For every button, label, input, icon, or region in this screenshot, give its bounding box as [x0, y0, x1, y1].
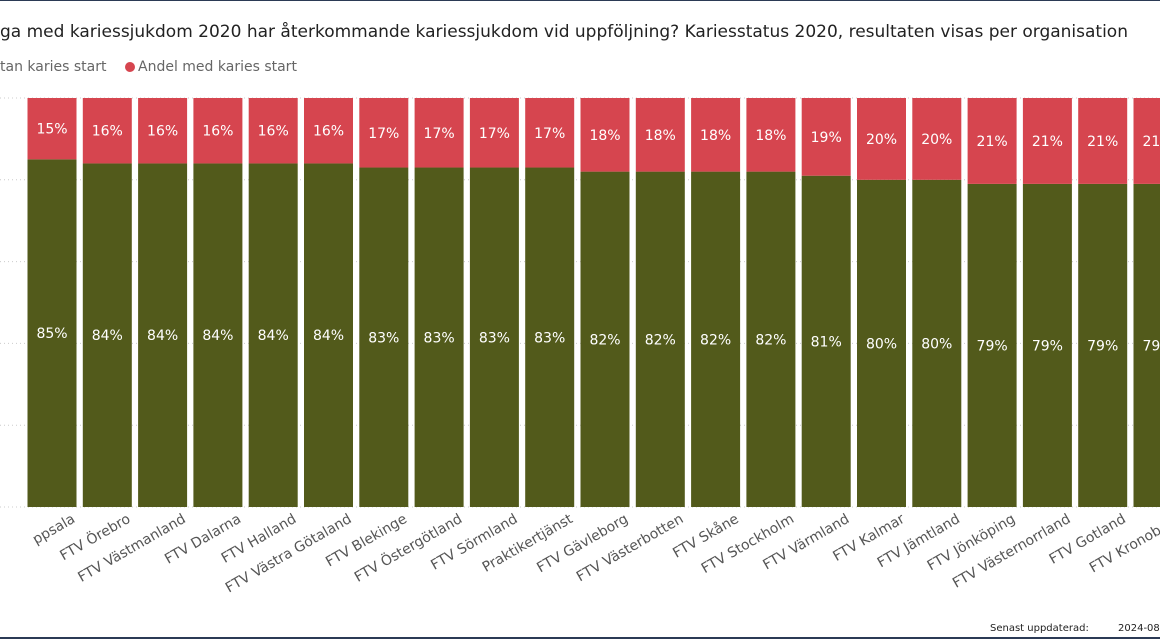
- legend-marker: [125, 62, 135, 72]
- bar-segment: [691, 171, 741, 507]
- bar-segment: [469, 167, 519, 507]
- bar-segment: [967, 98, 1017, 184]
- footer-label: Senast uppdaterad:: [990, 623, 1089, 634]
- data-label: 17%: [479, 126, 510, 142]
- bar-segment: [691, 98, 741, 172]
- bar-segment: [1133, 183, 1160, 507]
- bar-segment: [82, 163, 132, 507]
- data-label: 84%: [258, 328, 289, 344]
- data-label: 16%: [202, 124, 233, 140]
- data-label: 19%: [811, 130, 842, 146]
- bar-segment: [801, 98, 851, 176]
- bar-segment: [912, 98, 962, 180]
- data-label: 16%: [258, 124, 289, 140]
- data-label: 18%: [700, 128, 731, 144]
- data-label: 21%: [977, 134, 1008, 150]
- bar-segment: [525, 98, 575, 168]
- bar-segment: [857, 179, 906, 508]
- bar-segment: [138, 98, 188, 164]
- x-tick-label: FTV Stockholm: [699, 511, 797, 577]
- bar-segment: [635, 171, 685, 507]
- data-label: 79%: [1142, 338, 1160, 354]
- data-label: 82%: [589, 332, 620, 348]
- bar-segment: [580, 171, 630, 507]
- bar-segment: [304, 98, 353, 164]
- legend-label: tan karies start: [0, 59, 107, 75]
- bar-segment: [359, 167, 409, 507]
- data-label: 21%: [1032, 134, 1063, 150]
- bar-segment: [746, 171, 796, 507]
- data-label: 20%: [921, 132, 952, 148]
- data-label: 79%: [1032, 338, 1063, 354]
- bar-segment: [359, 98, 409, 168]
- data-label: 83%: [424, 330, 455, 346]
- bar-segment: [801, 175, 851, 507]
- data-label: 84%: [147, 328, 178, 344]
- bar-segment: [912, 179, 962, 508]
- data-label: 85%: [36, 326, 67, 342]
- bar-segment: [414, 167, 464, 507]
- data-label: 84%: [92, 328, 123, 344]
- bar-segment: [525, 167, 575, 507]
- data-label: 81%: [811, 334, 842, 350]
- bar-segment: [746, 98, 796, 172]
- bar-segment: [27, 159, 77, 507]
- bar-segment: [1078, 183, 1128, 507]
- bar-segment: [967, 183, 1017, 507]
- data-label: 16%: [313, 124, 344, 140]
- data-label: 82%: [700, 332, 731, 348]
- data-label: 83%: [479, 330, 510, 346]
- data-label: 15%: [36, 122, 67, 138]
- bar-segment: [193, 98, 243, 164]
- data-label: 18%: [589, 128, 620, 144]
- chart-title: ga med kariessjukdom 2020 har återkomman…: [0, 21, 1128, 42]
- data-label: 18%: [755, 128, 786, 144]
- data-label: 17%: [534, 126, 565, 142]
- bar-segment: [635, 98, 685, 172]
- data-label: 16%: [147, 124, 178, 140]
- bar-segment: [414, 98, 464, 168]
- bar-segment: [1022, 98, 1072, 184]
- bar-segment: [304, 163, 353, 507]
- data-label: 16%: [92, 124, 123, 140]
- data-label: 80%: [921, 336, 952, 352]
- data-label: 79%: [977, 338, 1008, 354]
- data-label: 18%: [645, 128, 676, 144]
- data-label: 20%: [866, 132, 897, 148]
- bar-segment: [469, 98, 519, 168]
- bar-segment: [857, 98, 906, 180]
- footer-date: 2024-08: [1118, 623, 1160, 634]
- data-label: 21%: [1142, 134, 1160, 150]
- bar-segment: [1133, 98, 1160, 184]
- data-label: 17%: [368, 126, 399, 142]
- bar-segment: [248, 163, 298, 507]
- bar-segment: [138, 163, 188, 507]
- data-label: 17%: [424, 126, 455, 142]
- bar-segment: [1078, 98, 1128, 184]
- data-label: 79%: [1087, 338, 1118, 354]
- bar-segment: [1022, 183, 1072, 507]
- data-label: 82%: [645, 332, 676, 348]
- legend-label: Andel med karies start: [138, 59, 297, 75]
- data-label: 84%: [202, 328, 233, 344]
- data-label: 82%: [755, 332, 786, 348]
- data-label: 21%: [1087, 134, 1118, 150]
- bar-segment: [580, 98, 630, 172]
- data-label: 83%: [534, 330, 565, 346]
- data-label: 80%: [866, 336, 897, 352]
- bar-segment: [27, 98, 77, 160]
- data-label: 83%: [368, 330, 399, 346]
- bar-segment: [193, 163, 243, 507]
- bar-segment: [82, 98, 132, 164]
- data-label: 84%: [313, 328, 344, 344]
- bar-segment: [248, 98, 298, 164]
